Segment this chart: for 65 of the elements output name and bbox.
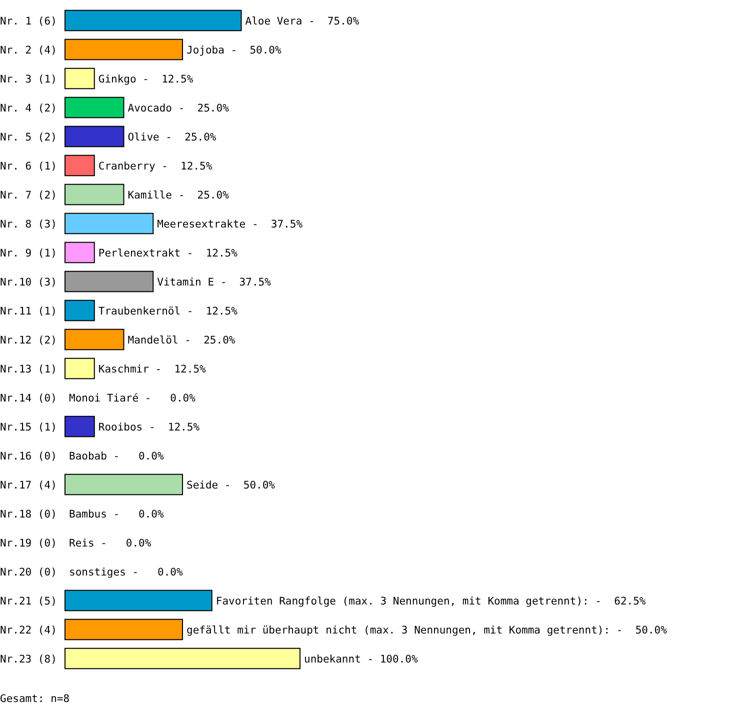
annotation: Avocado - 25.0% — [128, 102, 230, 114]
bar — [64, 270, 154, 292]
bar — [64, 184, 124, 206]
y-tick-label: Nr. 8 (3) — [0, 218, 57, 230]
y-tick-label: Nr. 4 (2) — [0, 102, 57, 114]
y-tick-label: Nr.11 (1) — [0, 306, 57, 318]
annotation: Cranberry - 12.5% — [98, 160, 213, 172]
y-tick-label: Nr.10 (3) — [0, 276, 57, 288]
y-tick-label: Nr. 9 (1) — [0, 248, 57, 260]
annotation: Rooibos - 12.5% — [98, 422, 200, 434]
y-tick-label: Nr. 5 (2) — [0, 132, 57, 144]
bar — [64, 154, 95, 176]
y-tick-label: Nr.15 (1) — [0, 422, 57, 434]
y-tick-label: Nr.19 (0) — [0, 538, 57, 550]
bar — [64, 96, 124, 118]
bar — [64, 68, 95, 90]
y-tick-label: Nr.14 (0) — [0, 392, 57, 404]
y-tick-label: Nr.16 (0) — [0, 450, 57, 462]
annotation: Perlenextrakt - 12.5% — [98, 248, 238, 260]
y-tick-label: Nr.22 (4) — [0, 624, 57, 636]
annotation: Jojoba - 50.0% — [186, 44, 282, 56]
annotation: sonstiges - 0.0% — [69, 566, 184, 578]
bar — [64, 416, 95, 438]
annotation: Seide - 50.0% — [186, 480, 276, 492]
y-tick-label: Nr. 3 (1) — [0, 74, 57, 86]
y-tick-label: Nr.18 (0) — [0, 508, 57, 520]
bar — [64, 648, 300, 670]
annotation: Monoi Tiaré - 0.0% — [69, 392, 196, 404]
y-tick-label: Nr. 2 (4) — [0, 44, 57, 56]
annotation: Kamille - 25.0% — [128, 190, 230, 202]
annotation: unbekannt - 100.0% — [304, 654, 418, 666]
y-tick-label: Nr.20 (0) — [0, 566, 57, 578]
annotation: Bambus - 0.0% — [69, 508, 164, 520]
bar — [64, 242, 95, 264]
annotation: Reis - 0.0% — [69, 538, 152, 550]
annotation: gefällt mir überhaupt nicht (max. 3 Nennungen, mit Komma getrennt): - 50.0% — [186, 624, 668, 636]
bar — [64, 300, 95, 322]
annotation: Vitamin E - 37.5% — [157, 276, 272, 288]
y-tick-label: Nr.23 (8) — [0, 654, 57, 666]
bar — [64, 126, 124, 148]
bar — [64, 474, 183, 496]
annotation: Aloe Vera - 75.0% — [245, 16, 360, 28]
annotation: Olive - 25.0% — [128, 132, 217, 144]
annotation: Kaschmir - 12.5% — [98, 364, 207, 376]
bar — [64, 10, 242, 32]
annotation: Traubenkernöl - 12.5% — [98, 306, 238, 318]
annotation: Baobab - 0.0% — [69, 450, 164, 462]
annotation: Favoriten Rangfolge (max. 3 Nennungen, mit Komma getrennt): - 62.5% — [216, 596, 646, 608]
y-tick-label: Nr. 1 (6) — [0, 16, 57, 28]
bar — [64, 358, 95, 380]
text: Gesamt: n=8 — [0, 693, 70, 705]
y-tick-label: Nr. 6 (1) — [0, 160, 57, 172]
bar — [64, 618, 183, 640]
bar — [64, 328, 124, 350]
y-tick-label: Nr.13 (1) — [0, 364, 57, 376]
y-tick-label: Nr.17 (4) — [0, 480, 57, 492]
annotation: Meeresextrakte - 37.5% — [157, 218, 304, 230]
annotation: Ginkgo - 12.5% — [98, 74, 194, 86]
bar — [64, 212, 154, 234]
annotation: Mandelöl - 25.0% — [128, 334, 236, 346]
y-tick-label: Nr.12 (2) — [0, 334, 57, 346]
bar — [64, 38, 183, 60]
bar — [64, 590, 212, 612]
y-tick-label: Nr.21 (5) — [0, 596, 57, 608]
y-tick-label: Nr. 7 (2) — [0, 190, 57, 202]
